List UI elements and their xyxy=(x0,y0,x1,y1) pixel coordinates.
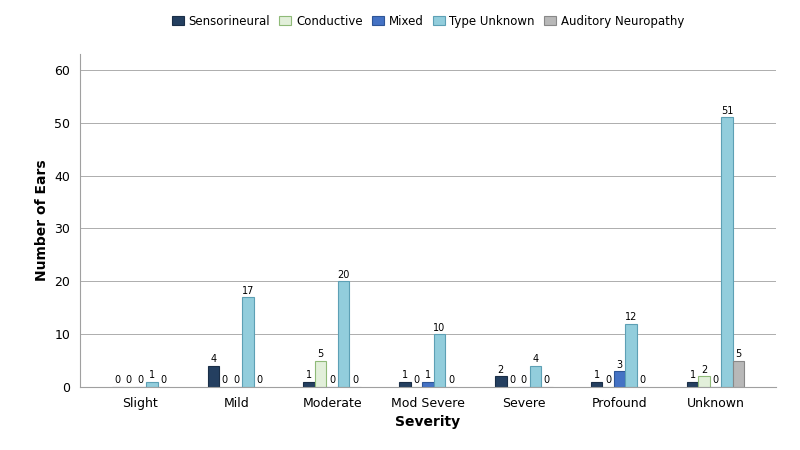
Bar xyxy=(698,377,710,387)
Bar xyxy=(626,324,637,387)
Bar xyxy=(733,360,744,387)
Text: 20: 20 xyxy=(338,270,350,280)
Text: 0: 0 xyxy=(138,375,143,385)
Bar xyxy=(338,281,350,387)
Legend: Sensorineural, Conductive, Mixed, Type Unknown, Auditory Neuropathy: Sensorineural, Conductive, Mixed, Type U… xyxy=(167,10,689,32)
Text: 12: 12 xyxy=(625,312,638,322)
Text: 4: 4 xyxy=(210,354,216,364)
Text: 1: 1 xyxy=(594,370,600,380)
Text: 0: 0 xyxy=(114,375,121,385)
X-axis label: Severity: Severity xyxy=(395,415,461,429)
Text: 0: 0 xyxy=(510,375,515,385)
Text: 0: 0 xyxy=(414,375,419,385)
Bar xyxy=(303,382,315,387)
Text: 1: 1 xyxy=(402,370,408,380)
Text: 0: 0 xyxy=(222,375,228,385)
Bar xyxy=(422,382,434,387)
Bar xyxy=(146,382,158,387)
Text: 0: 0 xyxy=(544,375,550,385)
Bar xyxy=(530,366,541,387)
Text: 5: 5 xyxy=(318,349,324,359)
Text: 1: 1 xyxy=(690,370,696,380)
Bar xyxy=(399,382,410,387)
Bar xyxy=(242,297,254,387)
Text: 0: 0 xyxy=(521,375,527,385)
Text: 2: 2 xyxy=(498,365,504,375)
Text: 0: 0 xyxy=(256,375,262,385)
Text: 0: 0 xyxy=(352,375,358,385)
Bar xyxy=(495,377,506,387)
Text: 0: 0 xyxy=(160,375,166,385)
Text: 0: 0 xyxy=(640,375,646,385)
Bar xyxy=(722,117,733,387)
Text: 17: 17 xyxy=(242,286,254,296)
Text: 0: 0 xyxy=(605,375,611,385)
Text: 5: 5 xyxy=(735,349,742,359)
Y-axis label: Number of Ears: Number of Ears xyxy=(34,160,49,281)
Bar xyxy=(614,371,626,387)
Text: 0: 0 xyxy=(448,375,454,385)
Text: 0: 0 xyxy=(126,375,132,385)
Text: 3: 3 xyxy=(617,360,622,369)
Bar xyxy=(591,382,602,387)
Text: 10: 10 xyxy=(434,323,446,333)
Bar xyxy=(207,366,219,387)
Text: 0: 0 xyxy=(234,375,239,385)
Text: 2: 2 xyxy=(701,365,707,375)
Text: 1: 1 xyxy=(425,370,431,380)
Text: 0: 0 xyxy=(329,375,335,385)
Bar xyxy=(687,382,698,387)
Text: 4: 4 xyxy=(532,354,538,364)
Text: 0: 0 xyxy=(713,375,718,385)
Text: 1: 1 xyxy=(149,370,155,380)
Text: 51: 51 xyxy=(721,106,734,116)
Bar xyxy=(315,360,326,387)
Text: 1: 1 xyxy=(306,370,312,380)
Bar xyxy=(434,334,446,387)
